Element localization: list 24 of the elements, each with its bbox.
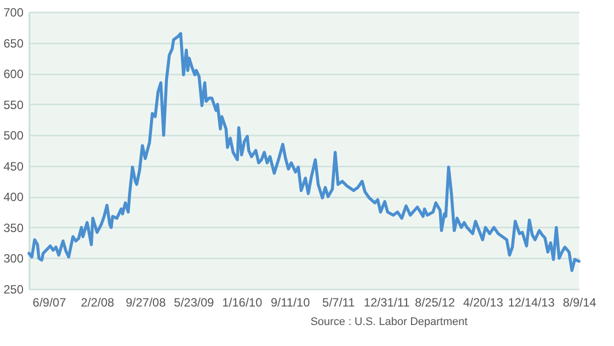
x-tick-label: 12/14/13 [508,296,555,310]
x-tick-label: 5/7/11 [322,296,356,310]
y-tick-label: 300 [3,252,24,266]
y-tick-label: 450 [3,159,24,174]
source-note: Source : U.S. Labor Department [310,316,468,328]
y-tick-label: 400 [3,190,24,204]
x-tick-label: 6/9/07 [32,296,66,310]
y-tick-label: 500 [3,128,24,143]
x-tick-label: 12/31/11 [364,296,410,310]
x-tick-label: 9/11/10 [270,296,310,310]
line-series [28,32,580,272]
x-tick-label: 1/16/10 [222,296,262,310]
y-tick-label: 700 [3,6,24,20]
y-tick-label: 250 [3,282,24,296]
y-tick-label: 600 [3,67,24,82]
x-tick-label: 8/9/14 [562,296,596,310]
x-tick-label: 9/27/08 [126,296,166,310]
y-tick-label: 550 [3,98,24,112]
y-tick-label: 650 [3,36,24,50]
x-tick-label: 5/23/09 [174,296,214,310]
x-tick-label: 2/2/08 [80,296,115,310]
y-tick-label: 350 [3,220,24,235]
x-tick-label: 8/25/12 [414,296,456,310]
x-tick-label: 4/20/13 [463,296,504,310]
